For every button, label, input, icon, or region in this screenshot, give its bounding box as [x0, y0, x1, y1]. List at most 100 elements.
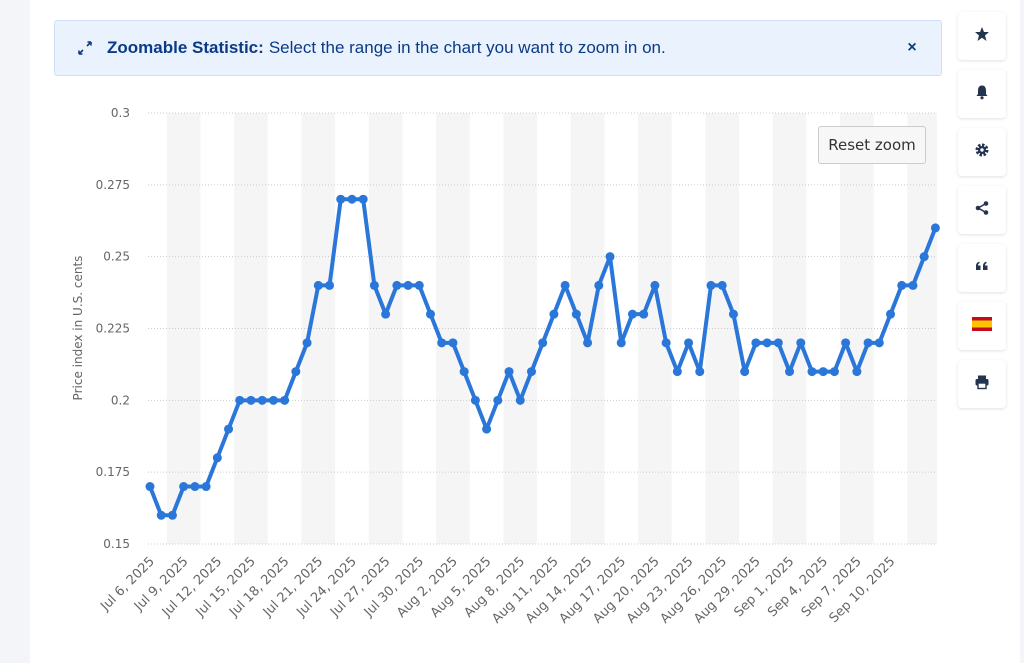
- data-point[interactable]: [448, 338, 458, 348]
- data-point[interactable]: [661, 338, 671, 348]
- data-point[interactable]: [426, 309, 435, 319]
- data-point[interactable]: [886, 309, 896, 319]
- data-point[interactable]: [336, 194, 346, 204]
- y-tick-label: 0.275: [96, 178, 130, 192]
- data-point[interactable]: [526, 367, 536, 377]
- data-point[interactable]: [583, 338, 593, 348]
- data-point[interactable]: [560, 280, 570, 290]
- data-point[interactable]: [392, 280, 402, 290]
- data-point[interactable]: [212, 453, 222, 463]
- zoom-banner: Zoomable Statistic: Select the range in …: [54, 20, 942, 76]
- data-point[interactable]: [740, 367, 750, 377]
- data-point[interactable]: [246, 395, 256, 405]
- data-point[interactable]: [728, 309, 738, 319]
- data-point[interactable]: [347, 194, 357, 204]
- y-tick-label: 0.3: [111, 106, 130, 120]
- data-point[interactable]: [493, 395, 503, 405]
- data-point[interactable]: [358, 194, 368, 204]
- data-point[interactable]: [459, 367, 469, 377]
- data-point[interactable]: [167, 510, 177, 520]
- data-point[interactable]: [684, 338, 694, 348]
- flag-spain-icon: [972, 316, 992, 336]
- print-button[interactable]: [958, 360, 1006, 408]
- notification-button[interactable]: [958, 70, 1006, 118]
- data-point[interactable]: [302, 338, 312, 348]
- data-point[interactable]: [863, 338, 873, 348]
- data-point[interactable]: [145, 482, 155, 492]
- data-point[interactable]: [291, 367, 301, 377]
- data-point[interactable]: [930, 223, 940, 233]
- data-point[interactable]: [235, 395, 245, 405]
- reset-zoom-button[interactable]: Reset zoom: [818, 126, 926, 164]
- data-point[interactable]: [841, 338, 851, 348]
- y-tick-label: 0.225: [96, 322, 130, 336]
- cite-button[interactable]: [958, 244, 1006, 292]
- data-point[interactable]: [897, 280, 907, 290]
- bell-icon: [974, 84, 990, 105]
- data-point[interactable]: [594, 280, 604, 290]
- data-point[interactable]: [504, 367, 514, 377]
- y-axis-label: Price index in U.S. cents: [71, 256, 85, 401]
- data-point[interactable]: [785, 367, 795, 377]
- data-point[interactable]: [605, 252, 615, 262]
- close-icon[interactable]: ×: [907, 39, 917, 56]
- data-point[interactable]: [515, 395, 525, 405]
- data-point[interactable]: [437, 338, 447, 348]
- data-point[interactable]: [571, 309, 581, 319]
- data-point[interactable]: [381, 309, 391, 319]
- data-point[interactable]: [751, 338, 761, 348]
- data-point[interactable]: [156, 510, 166, 520]
- data-point[interactable]: [313, 280, 323, 290]
- y-tick-label: 0.175: [96, 465, 130, 479]
- data-point[interactable]: [616, 338, 626, 348]
- data-point[interactable]: [695, 367, 705, 377]
- language-button[interactable]: [958, 302, 1006, 350]
- data-point[interactable]: [650, 280, 660, 290]
- data-point[interactable]: [369, 280, 379, 290]
- data-point[interactable]: [414, 280, 424, 290]
- print-icon: [974, 374, 990, 395]
- data-point[interactable]: [717, 280, 727, 290]
- data-point[interactable]: [807, 367, 817, 377]
- data-point[interactable]: [672, 367, 682, 377]
- data-point[interactable]: [627, 309, 637, 319]
- data-point[interactable]: [403, 280, 413, 290]
- data-point[interactable]: [852, 367, 862, 377]
- plot-band: [436, 113, 470, 544]
- data-point[interactable]: [919, 252, 929, 262]
- data-point[interactable]: [268, 395, 278, 405]
- favorite-button[interactable]: [958, 12, 1006, 60]
- settings-button[interactable]: [958, 128, 1006, 176]
- data-point[interactable]: [325, 280, 335, 290]
- data-point[interactable]: [470, 395, 480, 405]
- data-point[interactable]: [706, 280, 716, 290]
- data-point[interactable]: [818, 367, 828, 377]
- y-tick-label: 0.2: [111, 393, 130, 407]
- data-point[interactable]: [538, 338, 548, 348]
- quote-icon: [974, 258, 990, 279]
- data-point[interactable]: [908, 280, 918, 290]
- data-point[interactable]: [639, 309, 649, 319]
- y-tick-label: 0.15: [103, 537, 130, 551]
- data-point[interactable]: [773, 338, 783, 348]
- y-tick-label: 0.25: [103, 250, 130, 264]
- data-point[interactable]: [280, 395, 290, 405]
- data-point[interactable]: [762, 338, 772, 348]
- data-point[interactable]: [190, 482, 200, 492]
- data-point[interactable]: [201, 482, 211, 492]
- data-point[interactable]: [874, 338, 884, 348]
- data-point[interactable]: [796, 338, 806, 348]
- data-point[interactable]: [549, 309, 559, 319]
- data-point[interactable]: [224, 424, 234, 434]
- data-point[interactable]: [257, 395, 267, 405]
- share-button[interactable]: [958, 186, 1006, 234]
- data-point[interactable]: [179, 482, 189, 492]
- star-icon: [974, 26, 990, 47]
- data-point[interactable]: [829, 367, 839, 377]
- banner-title: Zoomable Statistic:: [107, 38, 264, 57]
- expand-icon: [77, 40, 93, 56]
- plot-band: [301, 113, 336, 544]
- plot-band: [166, 113, 201, 544]
- data-point[interactable]: [482, 424, 492, 434]
